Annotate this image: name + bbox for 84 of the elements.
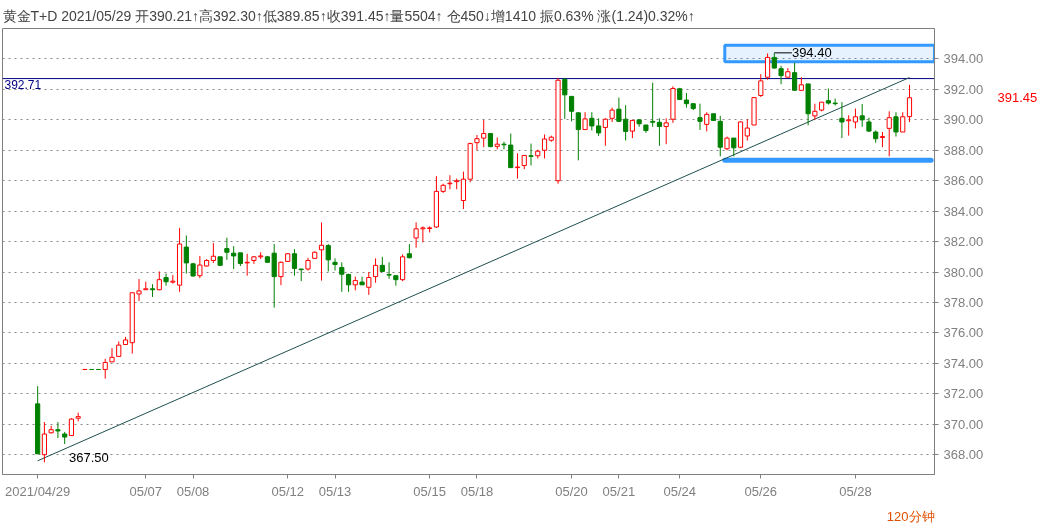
candlestick <box>224 237 230 261</box>
candlestick <box>906 84 913 123</box>
y-tick-label: 378.00 <box>943 294 984 310</box>
y-tick-label: 374.00 <box>943 355 984 371</box>
x-tick-label: 05/08 <box>176 483 210 499</box>
x-tick-label: 05/13 <box>318 483 352 499</box>
candlestick <box>366 271 372 296</box>
candlestick <box>359 276 365 286</box>
candlestick <box>562 77 568 120</box>
candlestick <box>332 257 338 272</box>
candlestick <box>325 243 331 272</box>
candlestick <box>55 421 61 439</box>
candlestick <box>514 152 521 180</box>
candlestick <box>372 257 379 284</box>
y-tick-label: 388.00 <box>943 142 984 158</box>
candlestick <box>764 52 771 81</box>
candlestick <box>575 111 581 161</box>
x-tick-label: 05/24 <box>663 483 696 499</box>
y-tick-label: 368.00 <box>943 447 984 463</box>
candlestick <box>278 260 284 286</box>
candlestick <box>541 133 548 159</box>
candlestick <box>339 261 345 293</box>
y-tick-label: 384.00 <box>943 203 984 219</box>
candlestick <box>400 253 406 282</box>
candlestick <box>244 253 250 277</box>
candlestick <box>900 111 906 133</box>
y-tick-label: 370.00 <box>943 416 984 432</box>
x-tick-label: 2021/04/29 <box>5 483 71 499</box>
candlestick <box>704 111 710 132</box>
candlestick <box>663 117 669 145</box>
x-tick-label: 05/12 <box>271 483 304 499</box>
ref-line-label: 392.71 <box>4 77 42 92</box>
candlestick <box>812 103 818 121</box>
candlestick <box>859 103 865 128</box>
candlestick <box>656 117 663 147</box>
candlestick <box>839 101 845 139</box>
candlestick <box>568 95 575 122</box>
candlestick <box>474 134 480 151</box>
candlestick <box>744 118 750 142</box>
candlestick <box>508 133 514 169</box>
candlestick <box>758 73 764 98</box>
text: 391.45 <box>997 90 1038 106</box>
x-tick-label: 05/20 <box>555 483 588 499</box>
candlestick <box>697 103 703 131</box>
candlestick <box>386 261 392 280</box>
y-tick-label: 392.00 <box>943 81 984 97</box>
x-tick-label: 05/15 <box>413 483 446 499</box>
candlestick <box>102 358 108 380</box>
candlestick <box>602 117 608 147</box>
candlestick <box>846 114 852 137</box>
candlestick <box>109 347 115 363</box>
y-tick-label: 380.00 <box>943 264 984 280</box>
x-tick-label: 05/21 <box>602 483 636 499</box>
candlestick <box>650 82 656 128</box>
y-tick-label: 386.00 <box>943 173 984 189</box>
candlestick <box>291 248 298 277</box>
x-tick-label: 05/28 <box>839 483 872 499</box>
candlestick <box>210 242 216 264</box>
candlestick <box>731 137 737 157</box>
candlestick <box>778 65 784 85</box>
x-tick-label: 05/26 <box>744 483 778 499</box>
x-tick-label: 05/18 <box>460 483 494 499</box>
candlestick <box>852 108 859 129</box>
candlestick <box>231 245 237 270</box>
candlestick <box>460 171 467 210</box>
candlestick <box>792 62 798 91</box>
candlestick <box>298 268 304 282</box>
candlestick <box>528 143 534 166</box>
candlestick <box>183 235 189 275</box>
candlestick <box>893 111 899 138</box>
candlestick <box>41 421 47 463</box>
candlestick <box>481 119 487 148</box>
candlestick <box>163 273 169 287</box>
y-tick-label: 372.00 <box>943 386 984 402</box>
y-tick-label: 376.00 <box>943 325 984 341</box>
text: 120分钟 <box>886 508 935 524</box>
y-tick-label: 394.00 <box>943 51 984 67</box>
x-tick-label: 05/07 <box>129 483 163 499</box>
chart-title: 黄金T+D 2021/05/29 开390.21↑高392.30↑低389.85↑收391.45↑量5504↑ 仓450↓增1410 振0.63% 涨(1.24)0.32%↑ <box>2 7 695 24</box>
candlestick <box>886 110 892 157</box>
y-tick-label: 382.00 <box>943 234 984 250</box>
y-tick-label: 390.00 <box>943 112 984 128</box>
annotation: 394.40 <box>791 45 832 61</box>
annotation: 367.50 <box>69 450 109 466</box>
